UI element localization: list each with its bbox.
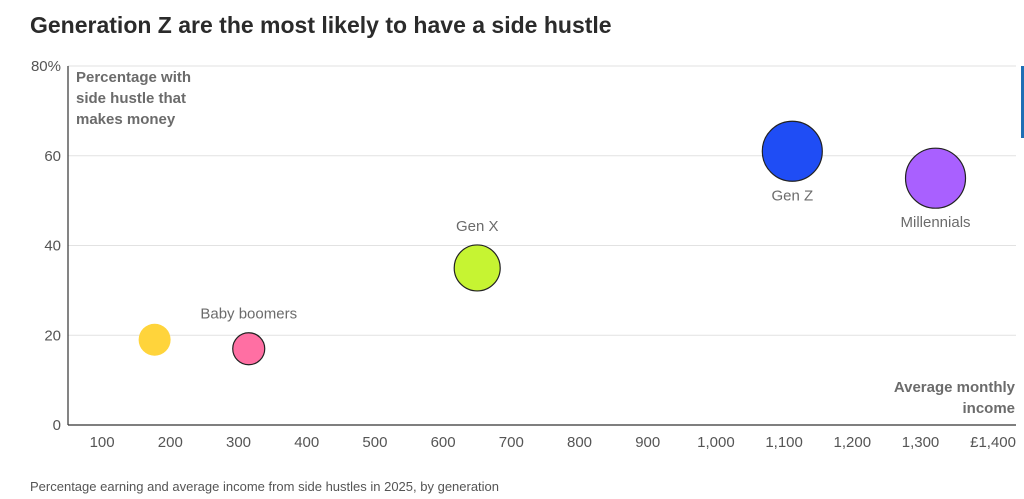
bubble <box>761 120 823 182</box>
bubble-label: Gen Z <box>771 187 813 204</box>
y-tick-labels: 0 20 40 60 80% <box>31 58 61 434</box>
x-tick-label: 500 <box>362 434 387 451</box>
x-axis-label-line: Average monthly <box>894 379 1016 396</box>
bubble-label: Baby boomers <box>200 306 297 323</box>
bubble <box>138 323 171 356</box>
bubble-labels: Baby boomers Gen X Gen Z Millennials <box>200 187 970 322</box>
bubble <box>453 244 501 292</box>
bubble <box>904 147 967 209</box>
y-axis-label-line: makes money <box>76 111 176 128</box>
y-tick-label: 40 <box>44 238 61 255</box>
chart-title: Generation Z are the most likely to have… <box>30 12 612 38</box>
x-tick-label: 600 <box>431 434 456 451</box>
y-tick-label: 20 <box>44 327 61 344</box>
bubbles <box>138 120 967 366</box>
x-tick-label: 300 <box>226 434 251 451</box>
bubble-label: Gen X <box>456 218 499 235</box>
x-tick-label: 1,100 <box>765 434 803 451</box>
y-tick-label: 80% <box>31 58 61 75</box>
axes <box>67 66 1016 426</box>
accent-bar <box>1021 66 1024 138</box>
x-tick-label: 900 <box>635 434 660 451</box>
x-axis-label: Average monthly income <box>894 379 1016 417</box>
x-tick-label: 800 <box>567 434 592 451</box>
x-tick-label: 400 <box>294 434 319 451</box>
y-gridlines <box>68 65 1016 336</box>
x-tick-label: 700 <box>499 434 524 451</box>
x-tick-label: 100 <box>90 434 115 451</box>
bubble-chart: 0 20 40 60 80% 100 200 300 400 500 600 700 800 900 1,… <box>31 58 1016 451</box>
y-axis-label-line: side hustle that <box>76 90 186 107</box>
x-axis-label-line: income <box>962 400 1015 417</box>
x-tick-label: 1,200 <box>834 434 872 451</box>
x-tick-label: 1,300 <box>902 434 940 451</box>
y-axis-label: Percentage with side hustle that makes mon… <box>76 69 191 128</box>
y-tick-label: 60 <box>44 148 61 165</box>
x-tick-label: 200 <box>158 434 183 451</box>
chart-caption: Percentage earning and average income fr… <box>30 479 500 494</box>
bubble-label: Millennials <box>901 214 971 231</box>
x-tick-label: £1,400 <box>970 434 1016 451</box>
x-tick-labels: 100 200 300 400 500 600 700 800 900 1,000 1,100 1,2… <box>90 434 1016 451</box>
y-axis-label-line: Percentage with <box>76 69 191 86</box>
x-tick-label: 1,000 <box>697 434 735 451</box>
bubble <box>232 332 266 366</box>
y-tick-label: 0 <box>53 417 61 434</box>
